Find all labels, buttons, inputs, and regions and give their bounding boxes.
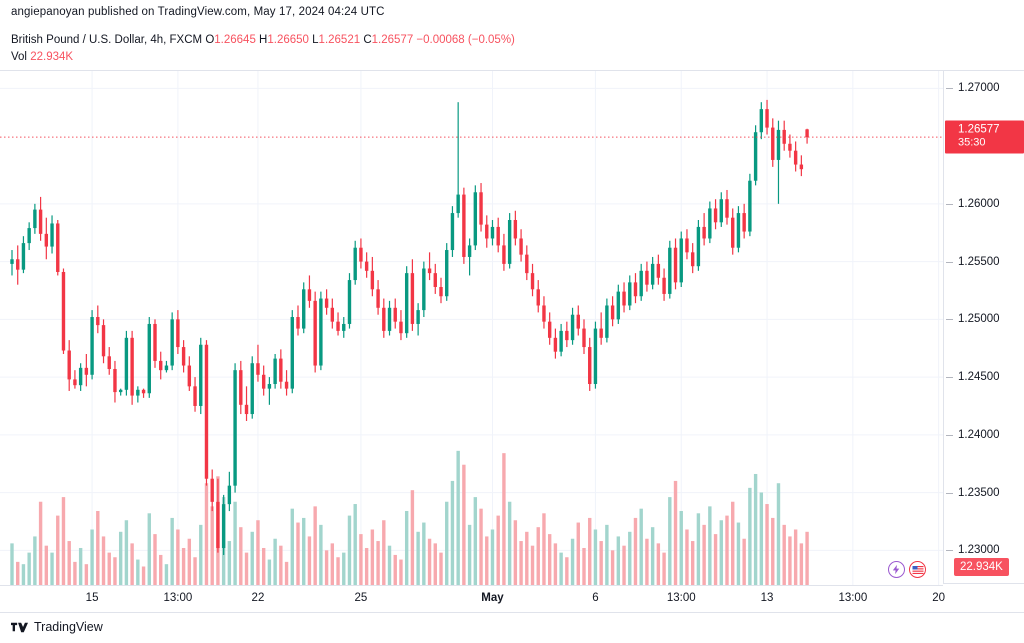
time-tick-label: 15: [85, 592, 99, 604]
legend-symbol[interactable]: British Pound / U.S. Dollar, 4h, FXCM: [11, 34, 203, 46]
legend-open-label: O: [205, 34, 215, 46]
lightning-bolt-icon[interactable]: [888, 561, 905, 578]
us-flag-icon[interactable]: [909, 561, 926, 578]
time-tick-label: 13:00: [666, 592, 696, 604]
chart-svg: [0, 71, 943, 585]
legend-low-value: 1.26521: [318, 34, 361, 46]
chart-event-markers[interactable]: [888, 561, 926, 578]
legend-high-value: 1.26650: [267, 34, 309, 46]
price-tick-label: 1.25500: [946, 255, 1000, 268]
price-tick-dash: [946, 434, 953, 436]
legend-high-label: H: [259, 34, 268, 46]
price-tick-text: 1.24000: [958, 428, 1000, 441]
price-tick-label: 1.24000: [946, 428, 1000, 441]
legend-change-value: −0.00068 (−0.05%): [416, 34, 515, 46]
chart-legend: British Pound / U.S. Dollar, 4h, FXCM O1…: [11, 33, 515, 65]
price-tick-label: 1.24500: [946, 371, 1000, 384]
published-byline: angiepanoyan published on TradingView.co…: [11, 6, 385, 18]
price-tick-label: 1.23500: [946, 486, 1000, 499]
bar-countdown-value: 35:30: [958, 136, 986, 149]
price-tick-text: 1.23500: [958, 486, 1000, 499]
time-tick-label: 20: [932, 592, 946, 604]
time-tick-label: 13: [760, 592, 774, 604]
candlestick-chart-canvas[interactable]: [0, 70, 943, 586]
tradingview-logo-icon: [11, 621, 28, 633]
price-tick-dash: [946, 492, 953, 494]
legend-open-value: 1.26645: [214, 34, 256, 46]
legend-close-label: C: [363, 34, 372, 46]
price-tick-label: 1.25000: [946, 313, 1000, 326]
price-tick-dash: [946, 261, 953, 263]
time-axis[interactable]: 15 13:00 22 25 May 6 13:00 13 13:00 20: [0, 585, 1024, 613]
time-tick-label: 13:00: [163, 592, 193, 604]
tradingview-brand-label: TradingView: [34, 620, 103, 634]
legend-volume-label: Vol: [11, 51, 27, 63]
price-axis[interactable]: 1.27000 1.26000 1.25500 1.25000 1.24500 1.240…: [943, 70, 1024, 584]
time-tick-label: 22: [251, 592, 265, 604]
legend-low-label: L: [312, 34, 319, 46]
legend-volume-value: 22.934K: [30, 51, 74, 63]
price-tick-label: 1.23000: [946, 544, 1000, 557]
price-tick-dash: [946, 203, 953, 205]
volume-value-badge[interactable]: 22.934K: [954, 558, 1009, 577]
time-tick-label: 25: [354, 592, 368, 604]
price-tick-dash: [946, 319, 953, 321]
tradingview-footer[interactable]: TradingView: [11, 620, 103, 634]
price-tick-label: 1.27000: [946, 82, 1000, 95]
price-tick-dash: [946, 550, 953, 552]
time-tick-label: 13:00: [838, 592, 868, 604]
last-price-badge[interactable]: 1.26577 35:30: [945, 120, 1024, 154]
last-price-value: 1.26577: [958, 123, 1000, 136]
price-tick-text: 1.27000: [958, 82, 1000, 95]
price-tick-text: 1.25500: [958, 255, 1000, 268]
price-tick-text: 1.24500: [958, 371, 1000, 384]
price-tick-dash: [946, 88, 953, 90]
time-tick-label: May: [481, 592, 504, 604]
price-tick-text: 1.26000: [958, 197, 1000, 210]
legend-close-value: 1.26577: [371, 34, 414, 46]
price-tick-text: 1.23000: [958, 544, 1000, 557]
time-tick-label: 6: [592, 592, 599, 604]
price-tick-label: 1.26000: [946, 197, 1000, 210]
price-tick-dash: [946, 377, 953, 379]
price-tick-text: 1.25000: [958, 313, 1000, 326]
